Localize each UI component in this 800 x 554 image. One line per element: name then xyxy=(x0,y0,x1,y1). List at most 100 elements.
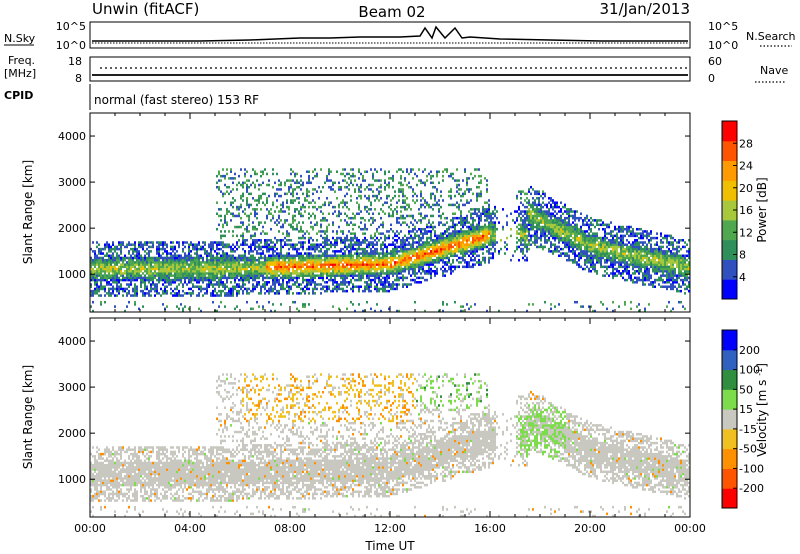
power-cell xyxy=(112,292,114,295)
power-cell xyxy=(356,285,358,288)
power-cell xyxy=(420,214,422,218)
power-cell xyxy=(178,294,180,297)
power-cell xyxy=(236,263,238,266)
power-cell xyxy=(130,256,132,260)
power-cell xyxy=(166,254,168,258)
power-cell xyxy=(386,261,388,264)
power-cell xyxy=(360,210,362,213)
power-cell xyxy=(94,265,96,269)
power-cell xyxy=(280,267,282,271)
power-cell xyxy=(100,283,102,286)
power-cell xyxy=(156,252,158,255)
power-cell xyxy=(404,177,406,180)
power-cell xyxy=(520,210,522,213)
power-cell xyxy=(368,199,370,202)
power-cell xyxy=(262,267,264,271)
power-cell xyxy=(262,172,264,176)
power-cell xyxy=(312,267,314,271)
power-cell xyxy=(324,230,326,233)
power-cell xyxy=(332,274,334,277)
power-cell xyxy=(168,267,170,271)
power-cell xyxy=(212,289,214,293)
power-cell xyxy=(446,230,448,233)
power-cell xyxy=(338,225,340,229)
power-cell xyxy=(286,269,288,273)
power-cell xyxy=(222,258,224,262)
power-cell xyxy=(150,294,152,297)
power-cell xyxy=(354,274,356,277)
power-cell xyxy=(308,261,310,264)
power-cell xyxy=(406,256,408,260)
power-cell xyxy=(120,263,122,266)
power-cell xyxy=(434,265,436,269)
power-cell xyxy=(220,294,222,297)
power-cell xyxy=(334,276,336,280)
power-cell xyxy=(420,192,422,196)
power-cell xyxy=(214,261,216,264)
power-cell xyxy=(406,168,408,171)
power-cell xyxy=(332,188,334,191)
power-cell xyxy=(118,243,120,246)
power-cell xyxy=(320,261,322,264)
power-cell xyxy=(332,183,334,187)
power-cell xyxy=(310,221,312,224)
power-cell xyxy=(94,287,96,291)
power-cell xyxy=(474,258,476,262)
power-cell xyxy=(354,278,356,282)
power-cell xyxy=(206,267,208,271)
power-cell xyxy=(246,263,248,266)
power-cell xyxy=(426,261,428,264)
power-cell xyxy=(292,283,294,286)
power-cell xyxy=(448,256,450,260)
power-cell xyxy=(388,252,390,255)
power-cell xyxy=(394,267,396,271)
power-cell xyxy=(308,281,310,284)
power-cell xyxy=(242,183,244,187)
power-cell xyxy=(280,252,282,255)
power-cell xyxy=(326,179,328,182)
power-cell xyxy=(178,256,180,260)
power-cell xyxy=(420,194,422,198)
power-cell xyxy=(316,208,318,211)
power-cell xyxy=(218,281,220,284)
power-cell xyxy=(226,281,228,284)
power-cell xyxy=(248,179,250,182)
power-cell xyxy=(298,309,300,313)
power-cell xyxy=(424,256,426,260)
power-cell xyxy=(346,256,348,260)
power-cell xyxy=(396,201,398,204)
power-cell xyxy=(134,265,136,269)
power-cell xyxy=(532,223,534,227)
power-cell xyxy=(282,285,284,288)
power-cell xyxy=(228,243,230,246)
power-cell xyxy=(278,230,280,233)
power-cell xyxy=(116,276,118,280)
power-cell xyxy=(528,219,530,222)
power-cell xyxy=(362,276,364,280)
power-cell xyxy=(434,269,436,273)
power-cell xyxy=(426,225,428,229)
power-cell xyxy=(312,274,314,277)
power-cell xyxy=(120,252,122,255)
power-cell xyxy=(360,265,362,269)
power-cell xyxy=(402,236,404,240)
power-cell xyxy=(128,263,130,266)
power-cell xyxy=(538,219,540,222)
power-cell xyxy=(234,263,236,266)
power-cell xyxy=(454,254,456,258)
power-cell xyxy=(322,254,324,258)
power-cell xyxy=(132,276,134,280)
power-cell xyxy=(494,247,496,251)
power-cell xyxy=(226,252,228,255)
date-title: 31/Jan/2013 xyxy=(600,0,691,18)
power-cell xyxy=(114,245,116,249)
power-cell xyxy=(462,250,464,253)
power-cell xyxy=(320,250,322,253)
power-cell xyxy=(308,170,310,173)
power-cell xyxy=(112,261,114,264)
power-cell xyxy=(274,236,276,240)
power-cell xyxy=(194,276,196,280)
power-cell xyxy=(112,285,114,288)
power-cell xyxy=(352,223,354,227)
power-cell xyxy=(538,245,540,249)
